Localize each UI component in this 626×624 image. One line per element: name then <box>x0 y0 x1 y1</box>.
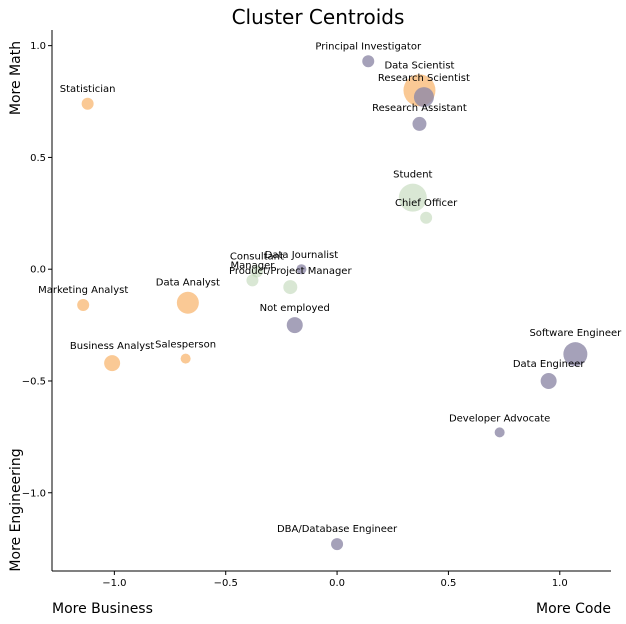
data-point <box>283 280 298 295</box>
point-label: Statistician <box>60 84 116 95</box>
point-label: Manager <box>231 260 276 271</box>
data-point <box>494 427 505 438</box>
point-label: Marketing Analyst <box>38 285 128 296</box>
y-tick-label: 0.0 <box>30 265 46 276</box>
chart-title: Cluster Centroids <box>232 5 405 29</box>
point-label: Software Engineer <box>529 328 622 339</box>
x-tick-label: 0.0 <box>329 578 345 589</box>
point-label: Data Scientist <box>384 60 454 71</box>
point-label: Consultant <box>230 251 284 262</box>
point-label: Developer Advocate <box>449 413 550 424</box>
point-label: Data Analyst <box>156 278 220 289</box>
data-point <box>81 97 94 110</box>
label-more-business: More Business <box>52 601 153 617</box>
data-point <box>413 87 434 108</box>
point-label: Not employed <box>260 303 330 314</box>
point-label: Business Analyst <box>70 341 154 352</box>
x-tick-label: −1.0 <box>102 578 126 589</box>
point-label: Chief Officer <box>395 198 458 209</box>
point-label: DBA/Database Engineer <box>277 524 398 535</box>
data-point <box>250 265 263 278</box>
data-point <box>420 211 433 224</box>
data-point <box>362 55 375 68</box>
y-tick-label: −0.5 <box>22 376 46 387</box>
label-more-engineering: More Engineering <box>8 448 24 571</box>
point-labels: Principal Investigator Data Scientist Rese… <box>38 41 622 535</box>
data-point <box>104 355 121 372</box>
x-tick-label: 0.5 <box>440 578 456 589</box>
data-point <box>176 291 199 314</box>
data-point <box>398 183 427 212</box>
data-point <box>296 264 307 275</box>
data-point <box>77 298 90 311</box>
data-points <box>77 55 588 551</box>
x-tick-label: −0.5 <box>214 578 238 589</box>
data-point <box>246 274 259 287</box>
data-point <box>412 116 427 131</box>
y-tick-label: 1.0 <box>30 41 46 52</box>
point-label: Principal Investigator <box>315 41 422 52</box>
point-label: Product/Project Manager <box>229 266 352 277</box>
point-label: Data Engineer <box>513 359 585 370</box>
data-point <box>540 372 557 389</box>
point-label: Research Assistant <box>372 103 467 114</box>
y-tick-label: 0.5 <box>30 153 46 164</box>
x-tick-label: 1.0 <box>552 578 568 589</box>
point-label: Research Scientist <box>378 73 470 84</box>
data-point <box>286 317 303 334</box>
point-label: Data Journalist <box>265 250 339 261</box>
data-point <box>563 342 588 367</box>
point-label: Student <box>393 170 432 181</box>
data-point <box>180 353 191 364</box>
axes: −1.0 −0.5 0.0 0.5 1.0 1.0 0.5 0.0 −0.5 −1.0 <box>22 30 611 589</box>
y-tick-label: −1.0 <box>22 488 46 499</box>
label-more-math: More Math <box>8 41 24 115</box>
label-more-code: More Code <box>536 601 611 617</box>
data-point <box>331 538 344 551</box>
point-label: Salesperson <box>155 340 216 351</box>
